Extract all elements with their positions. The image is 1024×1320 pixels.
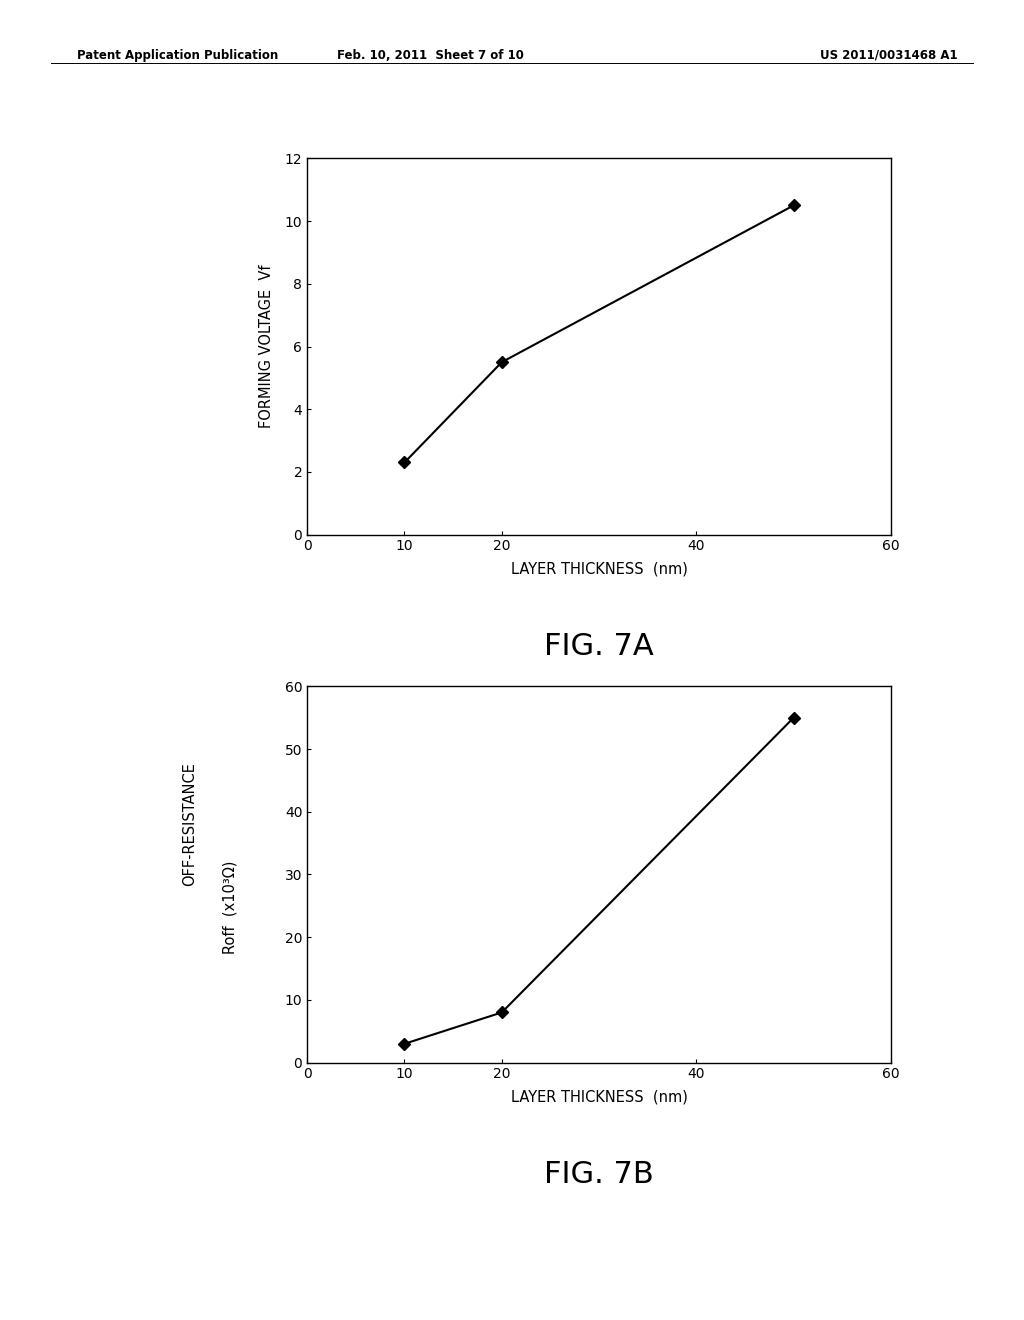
Y-axis label: FORMING VOLTAGE  Vf: FORMING VOLTAGE Vf (259, 265, 273, 428)
Text: FIG. 7A: FIG. 7A (544, 632, 654, 661)
Text: OFF-RESISTANCE: OFF-RESISTANCE (182, 763, 197, 886)
Text: Roff  (x10³Ω): Roff (x10³Ω) (223, 861, 238, 954)
Text: Feb. 10, 2011  Sheet 7 of 10: Feb. 10, 2011 Sheet 7 of 10 (337, 49, 523, 62)
Text: FIG. 7B: FIG. 7B (544, 1160, 654, 1189)
X-axis label: LAYER THICKNESS  (nm): LAYER THICKNESS (nm) (511, 562, 687, 577)
X-axis label: LAYER THICKNESS  (nm): LAYER THICKNESS (nm) (511, 1090, 687, 1105)
Text: US 2011/0031468 A1: US 2011/0031468 A1 (820, 49, 957, 62)
Text: Patent Application Publication: Patent Application Publication (77, 49, 279, 62)
